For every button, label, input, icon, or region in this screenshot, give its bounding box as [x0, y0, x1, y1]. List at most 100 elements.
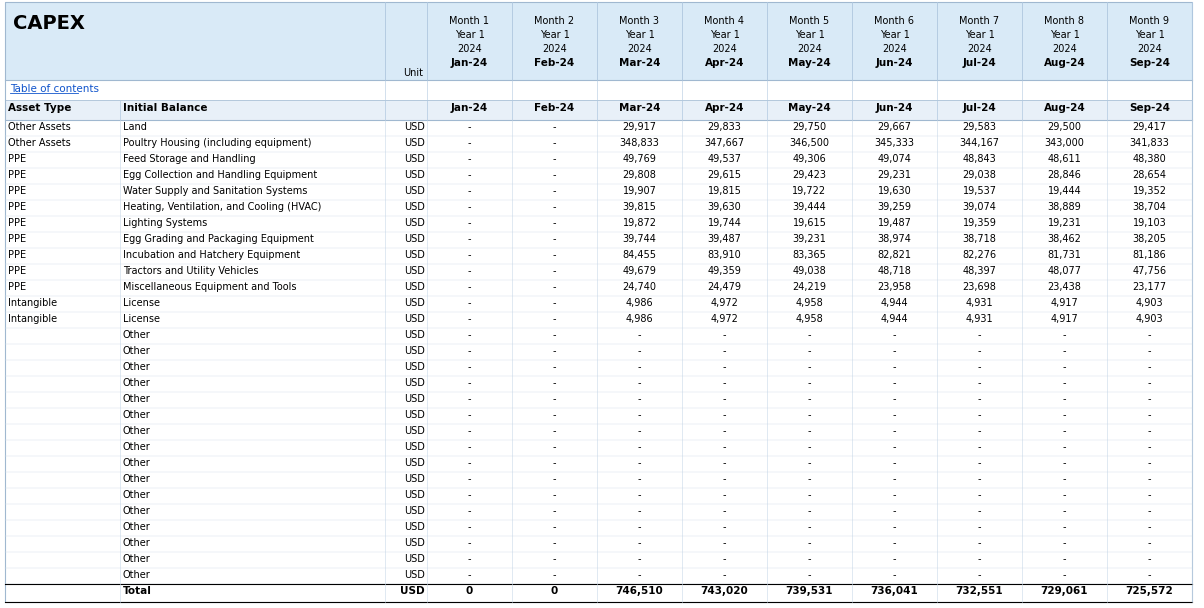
Text: 23,177: 23,177	[1133, 282, 1167, 292]
Text: Jan-24: Jan-24	[450, 58, 488, 68]
Text: 82,821: 82,821	[878, 250, 911, 260]
Text: -: -	[467, 330, 471, 340]
Bar	[5, 248, 1192, 264]
Text: -: -	[553, 554, 556, 564]
Text: -: -	[467, 122, 471, 132]
Text: -: -	[467, 522, 471, 532]
Text: Month 6: Month 6	[874, 16, 915, 26]
Text: 39,444: 39,444	[792, 202, 826, 212]
Text: 39,259: 39,259	[878, 202, 911, 212]
Text: -: -	[1147, 362, 1151, 372]
Text: USD: USD	[405, 122, 425, 132]
Text: -: -	[638, 362, 642, 372]
Text: -: -	[553, 186, 556, 196]
Text: -: -	[553, 266, 556, 276]
Text: 23,698: 23,698	[962, 282, 997, 292]
Text: 19,615: 19,615	[792, 218, 826, 228]
Text: -: -	[978, 378, 981, 388]
Text: -: -	[892, 506, 896, 516]
Text: 345,333: 345,333	[874, 138, 915, 148]
Bar	[5, 472, 1192, 488]
Text: -: -	[553, 250, 556, 260]
Text: Land: Land	[123, 122, 147, 132]
Text: -: -	[553, 346, 556, 356]
Text: -: -	[467, 202, 471, 212]
Text: -: -	[892, 522, 896, 532]
Text: Jun-24: Jun-24	[875, 58, 914, 68]
Text: PPE: PPE	[8, 218, 26, 228]
Bar	[5, 568, 1192, 584]
Text: 4,903: 4,903	[1135, 314, 1163, 324]
Text: Poultry Housing (including equipment): Poultry Housing (including equipment)	[123, 138, 312, 148]
Text: 49,769: 49,769	[622, 154, 656, 164]
Text: 48,843: 48,843	[963, 154, 997, 164]
Text: Other: Other	[123, 490, 150, 500]
Text: Miscellaneous Equipment and Tools: Miscellaneous Equipment and Tools	[123, 282, 296, 292]
Text: Other: Other	[123, 570, 150, 580]
Text: -: -	[638, 410, 642, 420]
Text: -: -	[467, 314, 471, 324]
Text: -: -	[1147, 522, 1151, 532]
Text: -: -	[722, 490, 726, 500]
Text: Other: Other	[123, 346, 150, 356]
Text: License: License	[123, 298, 160, 308]
Text: Jul-24: Jul-24	[963, 103, 997, 113]
Text: Year 1: Year 1	[625, 30, 655, 40]
Text: USD: USD	[405, 426, 425, 436]
Text: 344,167: 344,167	[960, 138, 999, 148]
Text: Jul-24: Jul-24	[963, 58, 997, 68]
Text: 82,276: 82,276	[962, 250, 997, 260]
Text: -: -	[892, 394, 896, 404]
Text: -: -	[808, 570, 811, 580]
Text: 49,537: 49,537	[708, 154, 742, 164]
Text: 746,510: 746,510	[615, 586, 663, 596]
Text: -: -	[553, 138, 556, 148]
Text: -: -	[1147, 490, 1151, 500]
Text: -: -	[978, 474, 981, 484]
Text: -: -	[638, 330, 642, 340]
Text: 49,679: 49,679	[622, 266, 656, 276]
Text: 24,219: 24,219	[792, 282, 826, 292]
Text: 19,815: 19,815	[708, 186, 742, 196]
Text: USD: USD	[405, 282, 425, 292]
Text: 4,917: 4,917	[1051, 298, 1079, 308]
Text: USD: USD	[405, 138, 425, 148]
Text: -: -	[467, 282, 471, 292]
Text: 2024: 2024	[542, 44, 567, 54]
Text: -: -	[978, 538, 981, 548]
Text: -: -	[553, 234, 556, 244]
Text: 19,487: 19,487	[878, 218, 911, 228]
Text: -: -	[978, 362, 981, 372]
Text: -: -	[808, 362, 811, 372]
Text: USD: USD	[405, 442, 425, 452]
Text: -: -	[467, 410, 471, 420]
Text: 47,756: 47,756	[1133, 266, 1167, 276]
Bar	[5, 504, 1192, 520]
Text: -: -	[978, 330, 981, 340]
Text: -: -	[1063, 538, 1067, 548]
Text: 2024: 2024	[967, 44, 992, 54]
Text: 341,833: 341,833	[1129, 138, 1169, 148]
Text: USD: USD	[405, 250, 425, 260]
Text: 2024: 2024	[627, 44, 651, 54]
Text: -: -	[1063, 474, 1067, 484]
Text: USD: USD	[405, 170, 425, 180]
Text: -: -	[1063, 394, 1067, 404]
Text: -: -	[808, 506, 811, 516]
Text: -: -	[722, 506, 726, 516]
Text: Year 1: Year 1	[964, 30, 995, 40]
Text: 725,572: 725,572	[1126, 586, 1174, 596]
Bar	[5, 120, 1192, 136]
Text: Year 1: Year 1	[880, 30, 909, 40]
Text: -: -	[638, 458, 642, 468]
Text: 49,038: 49,038	[792, 266, 826, 276]
Bar	[5, 456, 1192, 472]
Text: -: -	[1147, 570, 1151, 580]
Text: PPE: PPE	[8, 250, 26, 260]
Text: Heating, Ventilation, and Cooling (HVAC): Heating, Ventilation, and Cooling (HVAC)	[123, 202, 321, 212]
Text: Feb-24: Feb-24	[535, 58, 574, 68]
Text: -: -	[467, 442, 471, 452]
Text: -: -	[808, 394, 811, 404]
Text: -: -	[892, 538, 896, 548]
Text: 49,306: 49,306	[792, 154, 826, 164]
